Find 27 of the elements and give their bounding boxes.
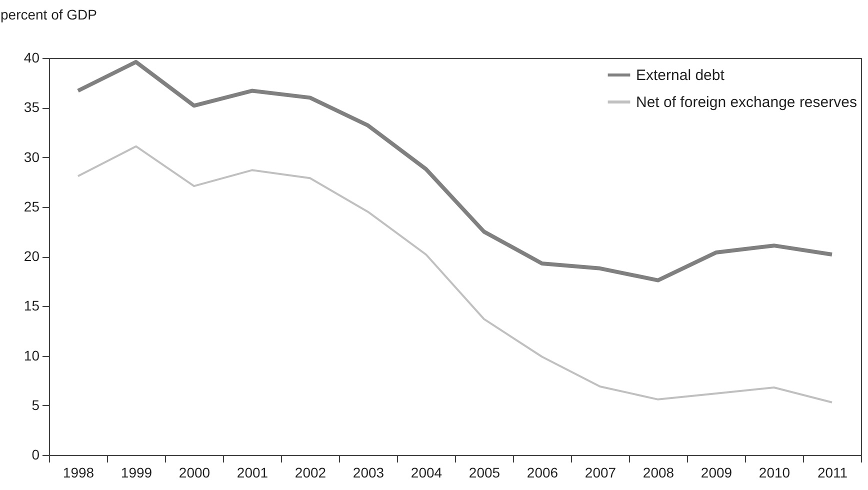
- x-tick-label: 2007: [584, 464, 616, 480]
- line-series: [77, 145, 833, 404]
- legend-label: External debt: [636, 67, 726, 84]
- x-tick-label: 1998: [62, 464, 94, 480]
- x-tick-label: 2010: [758, 464, 790, 480]
- legend-label: Net of foreign exchange reserves: [636, 94, 857, 111]
- x-tick-label: 2005: [468, 464, 500, 480]
- x-tick-label: 1999: [120, 464, 152, 480]
- y-tick-label: 0: [32, 446, 40, 462]
- y-tick-label: 25: [24, 198, 40, 214]
- x-tick-label: 2009: [700, 464, 732, 480]
- y-axis-title: percent of GDP: [0, 6, 97, 22]
- x-tick-label: 2000: [178, 464, 210, 480]
- x-tick-label: 2003: [352, 464, 384, 480]
- x-tick-label: 2006: [526, 464, 558, 480]
- y-tick-label: 20: [24, 248, 40, 264]
- x-tick-label: 2001: [236, 464, 268, 480]
- y-tick-label: 40: [24, 50, 40, 66]
- y-tick-label: 35: [24, 99, 40, 116]
- x-tick-label: 2002: [294, 464, 326, 480]
- x-tick-label: 2011: [817, 464, 848, 480]
- y-tick-label: 5: [32, 396, 40, 413]
- y-tick-label: 30: [24, 148, 40, 165]
- y-tick-label: 10: [24, 347, 40, 364]
- x-tick-label: 2008: [642, 464, 674, 480]
- y-tick-label: 15: [24, 298, 40, 314]
- x-tick-label: 2004: [410, 464, 442, 480]
